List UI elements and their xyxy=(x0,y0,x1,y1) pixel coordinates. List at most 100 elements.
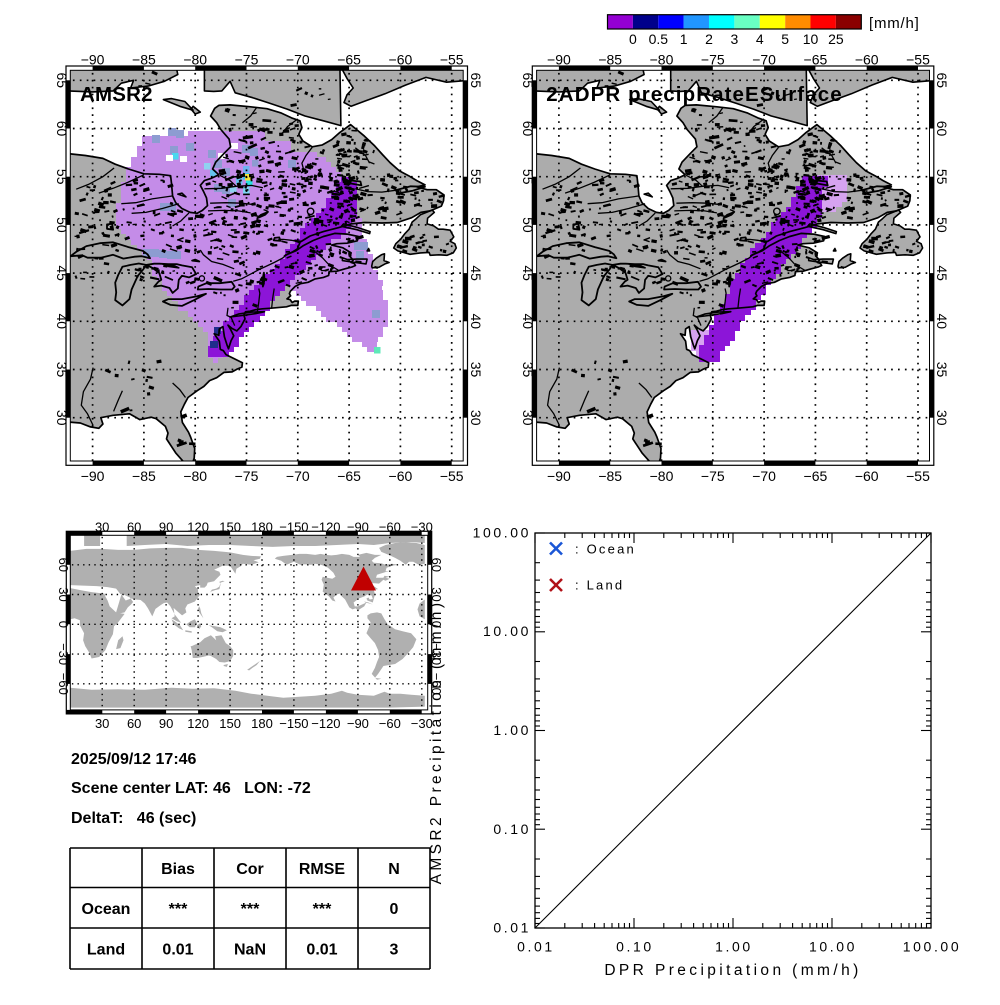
svg-text:55: 55 xyxy=(468,169,484,185)
svg-text:−85: −85 xyxy=(598,52,622,68)
svg-text:DPR Precipitation (mm/h): DPR Precipitation (mm/h) xyxy=(604,962,861,979)
svg-text:−70: −70 xyxy=(752,468,776,484)
svg-text:35: 35 xyxy=(934,362,950,378)
svg-text:−80: −80 xyxy=(650,52,674,68)
svg-text:−60: −60 xyxy=(389,468,413,484)
svg-text:−70: −70 xyxy=(286,52,310,68)
svg-text:10.00: 10.00 xyxy=(483,623,531,639)
svg-text:55: 55 xyxy=(54,169,70,185)
svg-text:0.01: 0.01 xyxy=(517,939,555,955)
svg-text:NaN: NaN xyxy=(234,942,266,959)
svg-text:−70: −70 xyxy=(286,468,310,484)
svg-text:−75: −75 xyxy=(235,468,259,484)
svg-text:30: 30 xyxy=(520,410,536,426)
svg-text:0.01: 0.01 xyxy=(493,920,531,936)
svg-text:35: 35 xyxy=(520,362,536,378)
svg-text:30: 30 xyxy=(429,587,444,601)
svg-text:−120: −120 xyxy=(311,716,340,731)
svg-text:65: 65 xyxy=(934,73,950,89)
svg-text:40: 40 xyxy=(54,314,70,330)
svg-text:25: 25 xyxy=(828,31,844,47)
svg-text:−30: −30 xyxy=(429,643,444,665)
svg-text:: Land: : Land xyxy=(575,578,624,593)
svg-text:−65: −65 xyxy=(337,52,361,68)
svg-text:AMSR2 Precipitation (mm/h): AMSR2 Precipitation (mm/h) xyxy=(428,600,445,885)
svg-text:60: 60 xyxy=(56,558,71,572)
svg-text:45: 45 xyxy=(54,265,70,281)
svg-text:RMSE: RMSE xyxy=(299,861,346,878)
svg-text:100.00: 100.00 xyxy=(903,939,961,955)
svg-text:0: 0 xyxy=(56,621,71,628)
svg-text:2ADPR precipRateESurface: 2ADPR precipRateESurface xyxy=(546,83,842,106)
svg-text:−60: −60 xyxy=(855,52,879,68)
svg-text:−120: −120 xyxy=(311,520,340,535)
svg-text:90: 90 xyxy=(159,716,173,731)
svg-text:1: 1 xyxy=(680,31,688,47)
svg-text:50: 50 xyxy=(468,217,484,233)
svg-text:2: 2 xyxy=(705,31,713,47)
svg-text:DeltaT: 46 (sec): DeltaT: 46 (sec) xyxy=(71,810,196,827)
svg-text:−150: −150 xyxy=(279,520,308,535)
svg-text:0: 0 xyxy=(429,621,444,628)
svg-text:−30: −30 xyxy=(411,716,433,731)
svg-text:***: *** xyxy=(241,901,260,918)
svg-text:[mm/h]: [mm/h] xyxy=(869,15,920,32)
svg-text:0: 0 xyxy=(390,901,399,918)
svg-text:60: 60 xyxy=(934,121,950,137)
svg-text:0.5: 0.5 xyxy=(649,31,669,47)
svg-text:−60: −60 xyxy=(429,673,444,695)
svg-text:150: 150 xyxy=(219,520,241,535)
svg-text:−65: −65 xyxy=(337,468,361,484)
svg-text:−55: −55 xyxy=(906,52,930,68)
svg-text:AMSR2: AMSR2 xyxy=(80,83,153,106)
svg-text:−65: −65 xyxy=(804,468,828,484)
svg-text:30: 30 xyxy=(95,716,109,731)
svg-text:: Ocean: : Ocean xyxy=(575,542,636,557)
svg-text:60: 60 xyxy=(429,558,444,572)
svg-text:−55: −55 xyxy=(440,52,464,68)
svg-text:−60: −60 xyxy=(389,52,413,68)
svg-text:0.10: 0.10 xyxy=(493,821,531,837)
svg-text:30: 30 xyxy=(934,410,950,426)
svg-text:−55: −55 xyxy=(440,468,464,484)
svg-text:60: 60 xyxy=(520,121,536,137)
svg-text:40: 40 xyxy=(934,314,950,330)
svg-text:0.10: 0.10 xyxy=(616,939,654,955)
svg-text:0: 0 xyxy=(629,31,637,47)
svg-text:−85: −85 xyxy=(132,52,156,68)
svg-text:3: 3 xyxy=(731,31,739,47)
svg-text:5: 5 xyxy=(781,31,789,47)
svg-text:0.01: 0.01 xyxy=(162,942,193,959)
svg-text:1.00: 1.00 xyxy=(493,722,531,738)
svg-text:45: 45 xyxy=(468,265,484,281)
svg-text:30: 30 xyxy=(56,587,71,601)
svg-text:120: 120 xyxy=(187,716,209,731)
svg-text:180: 180 xyxy=(251,520,273,535)
svg-text:−70: −70 xyxy=(752,52,776,68)
svg-text:−60: −60 xyxy=(379,716,401,731)
svg-text:−85: −85 xyxy=(598,468,622,484)
svg-text:45: 45 xyxy=(520,265,536,281)
svg-text:60: 60 xyxy=(468,121,484,137)
svg-text:65: 65 xyxy=(54,73,70,89)
svg-text:30: 30 xyxy=(468,410,484,426)
svg-text:Ocean: Ocean xyxy=(82,901,131,918)
svg-text:60: 60 xyxy=(54,121,70,137)
svg-text:60: 60 xyxy=(127,520,141,535)
svg-text:60: 60 xyxy=(127,716,141,731)
svg-text:−90: −90 xyxy=(81,52,105,68)
svg-text:35: 35 xyxy=(468,362,484,378)
svg-text:−75: −75 xyxy=(701,468,725,484)
svg-text:−55: −55 xyxy=(906,468,930,484)
svg-text:4: 4 xyxy=(756,31,764,47)
svg-text:−75: −75 xyxy=(235,52,259,68)
svg-text:Bias: Bias xyxy=(161,861,195,878)
svg-text:−30: −30 xyxy=(56,643,71,665)
svg-text:150: 150 xyxy=(219,716,241,731)
svg-text:35: 35 xyxy=(54,362,70,378)
svg-text:65: 65 xyxy=(520,73,536,89)
svg-text:55: 55 xyxy=(520,169,536,185)
svg-text:10: 10 xyxy=(803,31,819,47)
svg-text:120: 120 xyxy=(187,520,209,535)
svg-text:30: 30 xyxy=(95,520,109,535)
